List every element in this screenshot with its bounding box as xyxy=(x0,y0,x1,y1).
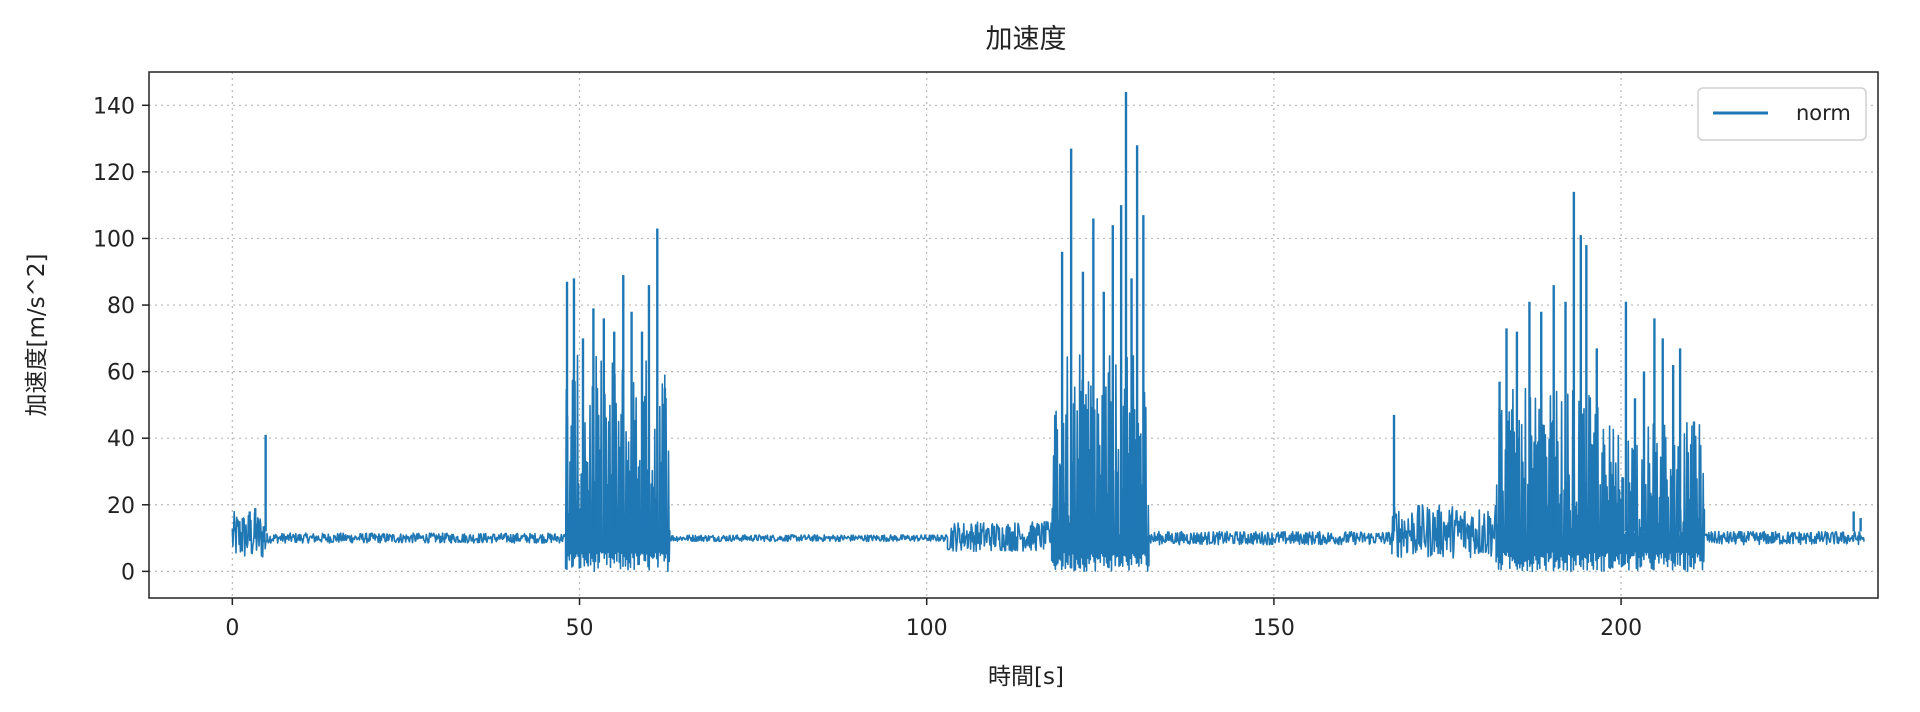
legend-label-norm: norm xyxy=(1796,101,1851,125)
y-tick-label: 40 xyxy=(107,427,135,452)
x-axis-title: 時間[s] xyxy=(988,664,1064,690)
y-tick-label: 120 xyxy=(93,161,135,186)
x-tick-label: 200 xyxy=(1600,616,1642,641)
series-line-norm xyxy=(231,354,1865,573)
series-layer xyxy=(231,91,1865,573)
y-axis-title: 加速度[m/s^2] xyxy=(24,254,50,417)
legend-box xyxy=(1697,87,1867,141)
y-tick-label: 100 xyxy=(93,227,135,252)
x-tick-label: 100 xyxy=(906,616,948,641)
y-tick-label: 20 xyxy=(107,494,135,519)
x-tick-labels: 0 50 100 150 200 xyxy=(225,616,1642,641)
x-tick-label: 150 xyxy=(1253,616,1295,641)
legend: norm xyxy=(1697,87,1867,141)
y-tick-labels: 0 20 40 60 80 100 120 140 xyxy=(93,94,135,585)
chart-title: 加速度 xyxy=(986,24,1067,55)
y-tick-label: 0 xyxy=(121,560,135,585)
y-tick-label: 140 xyxy=(93,94,135,119)
x-tick-label: 50 xyxy=(566,616,594,641)
y-tick-label: 80 xyxy=(107,294,135,319)
x-tick-label: 0 xyxy=(225,616,239,641)
y-tick-label: 60 xyxy=(107,361,135,386)
plot-frame xyxy=(148,71,1879,599)
